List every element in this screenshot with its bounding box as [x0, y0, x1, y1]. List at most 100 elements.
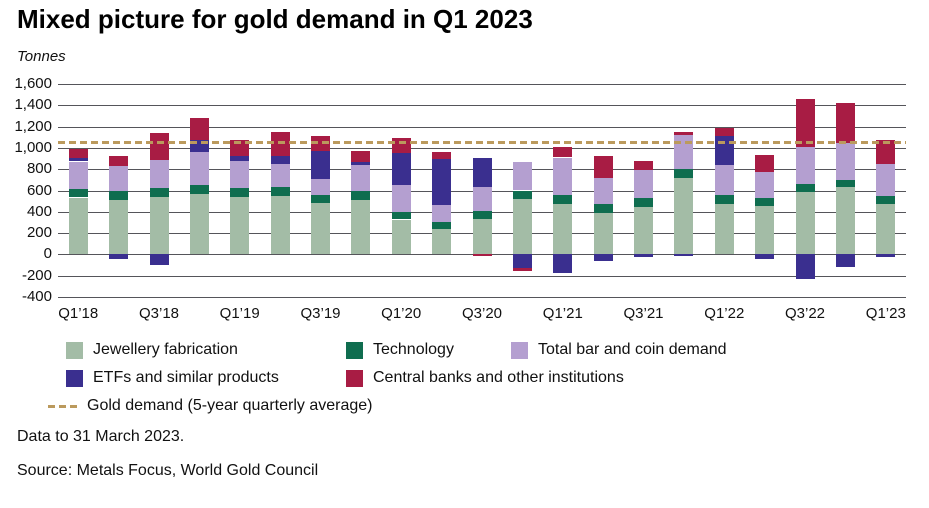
bar-segment	[755, 154, 775, 172]
bar-segment	[68, 149, 88, 159]
x-axis-label: Q3’18	[138, 305, 180, 322]
units-label: Tonnes	[17, 48, 66, 65]
central-banks-swatch-icon	[346, 369, 363, 387]
bar-segment	[109, 191, 129, 200]
bar-segment	[311, 194, 330, 204]
bar-segment	[270, 163, 290, 188]
bar-segment	[674, 132, 694, 136]
bar-segment	[593, 204, 613, 213]
bar-segment	[270, 155, 290, 164]
bar-segment	[512, 268, 532, 271]
bar-segment	[674, 254, 694, 257]
bar-segment	[230, 156, 250, 161]
bar-segment	[311, 151, 330, 179]
bar-segment	[795, 192, 815, 255]
y-axis-label: 600	[26, 181, 52, 199]
bar-segment	[351, 199, 371, 255]
legend: Jewellery fabrication Technology Total b…	[48, 336, 727, 420]
bar-segment	[674, 178, 694, 255]
bar-segment	[835, 179, 855, 188]
bar-segment	[512, 254, 532, 269]
average-line	[58, 141, 906, 145]
bar-segment	[109, 200, 129, 255]
bar-segment	[432, 151, 452, 159]
gridline	[58, 105, 906, 107]
bar-segment	[189, 184, 209, 194]
bar-segment	[472, 187, 492, 211]
bar-segment	[714, 203, 734, 255]
bar-segment	[553, 254, 573, 274]
legend-label: Total bar and coin demand	[538, 341, 727, 358]
bar-segment	[391, 185, 411, 212]
y-axis-label: 1,600	[14, 75, 52, 92]
bar-segment	[351, 150, 371, 163]
y-axis-label: 0	[43, 245, 52, 263]
bar-segment	[835, 102, 855, 144]
bar-segment	[553, 157, 573, 195]
y-axis-label: 200	[26, 224, 52, 242]
legend-label: Jewellery fabrication	[93, 341, 238, 358]
x-axis-label: Q3’20	[461, 305, 503, 322]
bar-segment	[472, 158, 492, 188]
bar-segment	[714, 127, 734, 137]
bar-segment	[512, 199, 532, 255]
bar-segment	[230, 160, 250, 189]
bar-segment	[109, 165, 129, 192]
x-axis-label: Q1’23	[865, 305, 906, 322]
bar-segment	[149, 188, 169, 198]
technology-swatch-icon	[346, 341, 363, 359]
bar-segment	[472, 210, 492, 219]
bar-segment	[68, 161, 88, 189]
bar-segment	[149, 197, 169, 255]
x-axis-label: Q1’18	[58, 305, 99, 322]
y-axis-label: -400	[21, 288, 52, 305]
bar-segment	[593, 178, 613, 205]
bar-segment	[109, 254, 129, 260]
bar-segment	[795, 254, 815, 279]
plot-area: Q1’18 Q3’18 Q1’19 Q3’19 Q1’20 Q3’20 Q1’21 Q3’21…	[58, 84, 906, 322]
bar-segment	[149, 133, 169, 160]
legend-label: Central banks and other institutions	[373, 369, 624, 386]
bar-segment	[432, 228, 452, 255]
bar-segment	[472, 254, 492, 256]
legend-label: Gold demand (5-year quarterly average)	[87, 397, 373, 414]
bar-segment	[311, 178, 330, 195]
jewellery-swatch-icon	[66, 341, 83, 359]
bar-segment	[755, 254, 775, 260]
bar-segment	[189, 117, 209, 141]
bar-segment	[876, 203, 896, 255]
bar-segment	[755, 171, 775, 198]
bar-segment	[674, 169, 694, 179]
legend-item-technology: Technology	[346, 341, 511, 359]
legend-dash-sample	[48, 404, 78, 408]
bar-segment	[432, 204, 452, 222]
bar-segment	[876, 139, 896, 164]
y-axis-label: -200	[21, 266, 52, 284]
bar-segment	[593, 254, 613, 261]
legend-item-central-banks: Central banks and other institutions	[346, 369, 624, 387]
bar-segment	[351, 162, 371, 166]
chart-title: Mixed picture for gold demand in Q1 2023	[17, 4, 533, 34]
bar-segment	[149, 254, 169, 266]
bar-segment	[432, 221, 452, 229]
bar-segment	[512, 161, 532, 191]
bar-segment	[634, 170, 653, 199]
data-note: Data to 31 March 2023.	[17, 428, 185, 445]
bar-segment	[311, 203, 330, 255]
bar-segment	[755, 206, 775, 255]
bar-segment	[68, 197, 88, 255]
bar-segment	[553, 147, 573, 158]
gridline	[58, 126, 906, 128]
bar-segment	[109, 156, 129, 166]
bar-segment	[714, 195, 734, 204]
bar-segment	[795, 184, 815, 193]
bar-segment	[189, 152, 209, 185]
legend-item-bar-coin: Total bar and coin demand	[511, 341, 727, 359]
bar-segment	[351, 191, 371, 200]
legend-item-etfs: ETFs and similar products	[66, 369, 346, 387]
legend-item-average: Gold demand (5-year quarterly average)	[48, 397, 372, 415]
bar-segment	[189, 140, 209, 153]
x-axis-label: Q3’19	[300, 305, 341, 322]
bar-segment	[391, 211, 411, 220]
x-axis-label: Q1’22	[704, 305, 745, 322]
